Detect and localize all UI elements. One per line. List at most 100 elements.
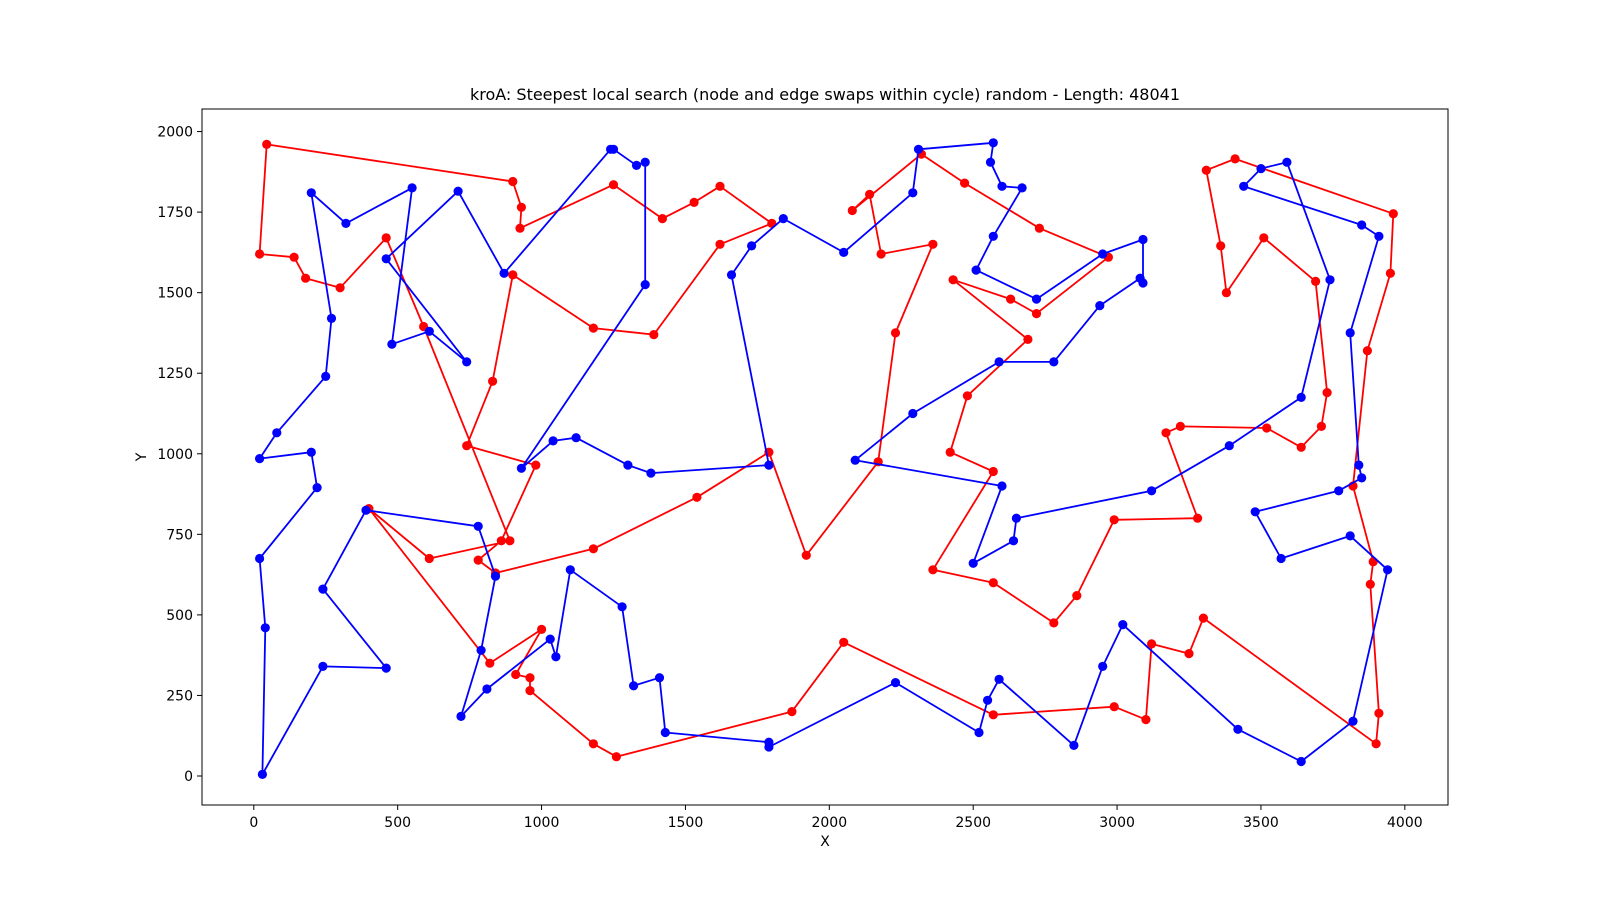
- data-point: [321, 371, 331, 381]
- x-tick-label: 2000: [811, 815, 847, 831]
- data-point: [1256, 164, 1266, 174]
- data-point: [1354, 460, 1364, 470]
- data-point: [255, 249, 265, 259]
- x-tick-label: 3500: [1243, 815, 1279, 831]
- data-point: [985, 157, 996, 167]
- data-point: [988, 138, 998, 148]
- data-point: [1034, 223, 1044, 233]
- data-point: [381, 254, 391, 264]
- data-point: [1385, 268, 1395, 278]
- data-point: [1383, 565, 1393, 575]
- data-point: [1334, 486, 1344, 496]
- x-tick-label: 4000: [1387, 815, 1423, 831]
- data-point: [654, 673, 665, 683]
- data-point: [531, 460, 541, 470]
- data-point: [839, 247, 849, 257]
- data-point: [657, 214, 668, 224]
- data-point: [262, 139, 272, 149]
- data-point: [1118, 620, 1128, 630]
- data-point: [516, 202, 527, 212]
- x-tick-label: 0: [249, 815, 258, 831]
- data-point: [453, 186, 463, 196]
- axes-frame: [201, 108, 1449, 806]
- x-tick-label: 1500: [668, 815, 704, 831]
- data-point: [571, 433, 581, 443]
- data-point: [747, 241, 757, 251]
- data-point: [1348, 716, 1358, 726]
- data-point: [1011, 513, 1022, 523]
- data-point: [1049, 618, 1059, 628]
- data-point: [260, 623, 270, 633]
- data-point: [1072, 591, 1082, 601]
- y-tick-label: 750: [166, 527, 193, 543]
- data-point: [764, 737, 774, 747]
- y-tick-label: 500: [166, 608, 193, 624]
- data-point: [1259, 233, 1269, 243]
- data-point: [473, 555, 483, 565]
- y-tick-label: 250: [166, 688, 193, 704]
- data-point: [551, 652, 561, 662]
- data-point: [960, 178, 970, 188]
- data-point: [490, 571, 501, 581]
- x-tick-label: 500: [384, 815, 411, 831]
- data-point: [1262, 423, 1272, 433]
- y-tick-label: 0: [184, 769, 193, 785]
- data-point: [1322, 388, 1332, 398]
- data-point: [1221, 288, 1231, 298]
- data-point: [335, 283, 345, 293]
- plot-area: [255, 138, 1398, 780]
- data-point: [318, 661, 328, 672]
- data-point: [1296, 756, 1306, 767]
- data-point: [485, 658, 495, 668]
- data-point: [608, 180, 619, 190]
- data-point: [1345, 328, 1355, 338]
- data-point: [850, 455, 860, 465]
- data-point: [1147, 486, 1157, 496]
- y-axis: 0 250 500 750 1000 1250 1500 1750 2000: [157, 125, 202, 785]
- data-point: [505, 536, 515, 546]
- data-point: [1357, 220, 1367, 230]
- data-point: [928, 565, 938, 575]
- data-point: [928, 239, 938, 249]
- data-point: [715, 239, 725, 249]
- data-point: [1388, 209, 1398, 219]
- data-point: [890, 328, 901, 338]
- data-point: [1023, 334, 1033, 344]
- data-point: [994, 357, 1004, 367]
- data-point: [381, 233, 391, 243]
- x-axis-label: X: [820, 834, 830, 850]
- data-point: [456, 711, 466, 722]
- data-point: [629, 681, 639, 691]
- data-point: [908, 408, 918, 419]
- data-point: [381, 663, 391, 673]
- data-point: [974, 727, 984, 738]
- data-point: [1095, 301, 1105, 311]
- data-point: [499, 268, 509, 278]
- data-point: [764, 460, 774, 470]
- data-point: [1230, 154, 1240, 164]
- data-point: [787, 707, 797, 717]
- data-point: [257, 769, 267, 780]
- data-point: [515, 223, 525, 233]
- data-point: [548, 436, 558, 446]
- x-axis: 0 500 1000 1500 2000 2500 3000 3500 4000: [249, 805, 1423, 831]
- data-point: [1135, 273, 1145, 283]
- data-point: [565, 565, 575, 575]
- data-point: [496, 536, 506, 546]
- data-point: [689, 197, 699, 207]
- data-point: [1031, 294, 1042, 304]
- series-1: [255, 138, 1393, 780]
- data-point: [525, 686, 535, 696]
- data-point: [1161, 428, 1171, 438]
- data-point: [962, 391, 973, 401]
- data-point: [948, 275, 958, 285]
- data-point: [890, 678, 901, 688]
- data-point: [318, 584, 328, 594]
- data-point: [387, 339, 397, 349]
- data-point: [255, 454, 265, 464]
- data-point: [1276, 553, 1286, 564]
- data-point: [407, 183, 417, 193]
- data-point: [306, 447, 316, 457]
- data-point: [588, 544, 599, 554]
